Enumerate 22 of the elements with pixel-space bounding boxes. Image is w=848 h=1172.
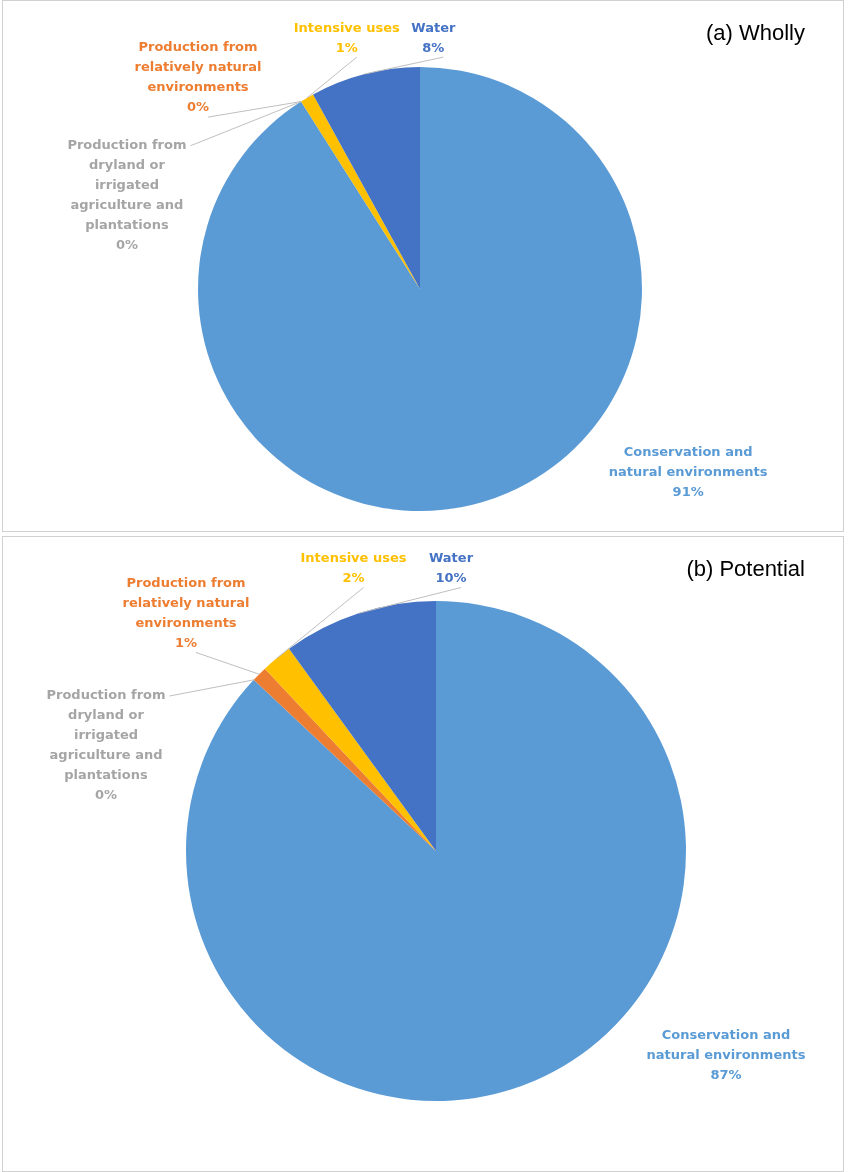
- chart-title: (a) Wholly: [705, 20, 805, 46]
- slice-label: Water: [428, 549, 474, 565]
- slice-label: Production from relatively natural environments: [122, 574, 250, 630]
- data-label: 87%: [710, 1067, 742, 1083]
- category-label: Production from dryland or irrigated agriculture and plantations: [67, 137, 187, 233]
- category-label: Production from relatively natural environments: [134, 39, 262, 95]
- slice-label: Intensive uses: [293, 19, 400, 35]
- data-label: 91%: [672, 483, 704, 499]
- data-label: 8%: [422, 39, 445, 55]
- slice-label: Conservation and natural environments: [608, 443, 768, 479]
- data-label: 2%: [342, 569, 365, 585]
- text: 0%: [94, 787, 118, 803]
- chart-title: (b) Potential: [686, 556, 805, 582]
- data-label: 1%: [335, 39, 358, 55]
- slice-label: Water: [411, 19, 456, 35]
- slice-label: Conservation and natural environments: [646, 1027, 806, 1063]
- data-label: 1%: [174, 634, 198, 650]
- text: 0%: [115, 237, 138, 253]
- slice-label: Intensive uses: [300, 549, 407, 565]
- category-label: Production from dryland or irrigated agriculture and plantations: [46, 687, 166, 783]
- text: 0%: [186, 99, 210, 115]
- data-label: 10%: [435, 569, 467, 585]
